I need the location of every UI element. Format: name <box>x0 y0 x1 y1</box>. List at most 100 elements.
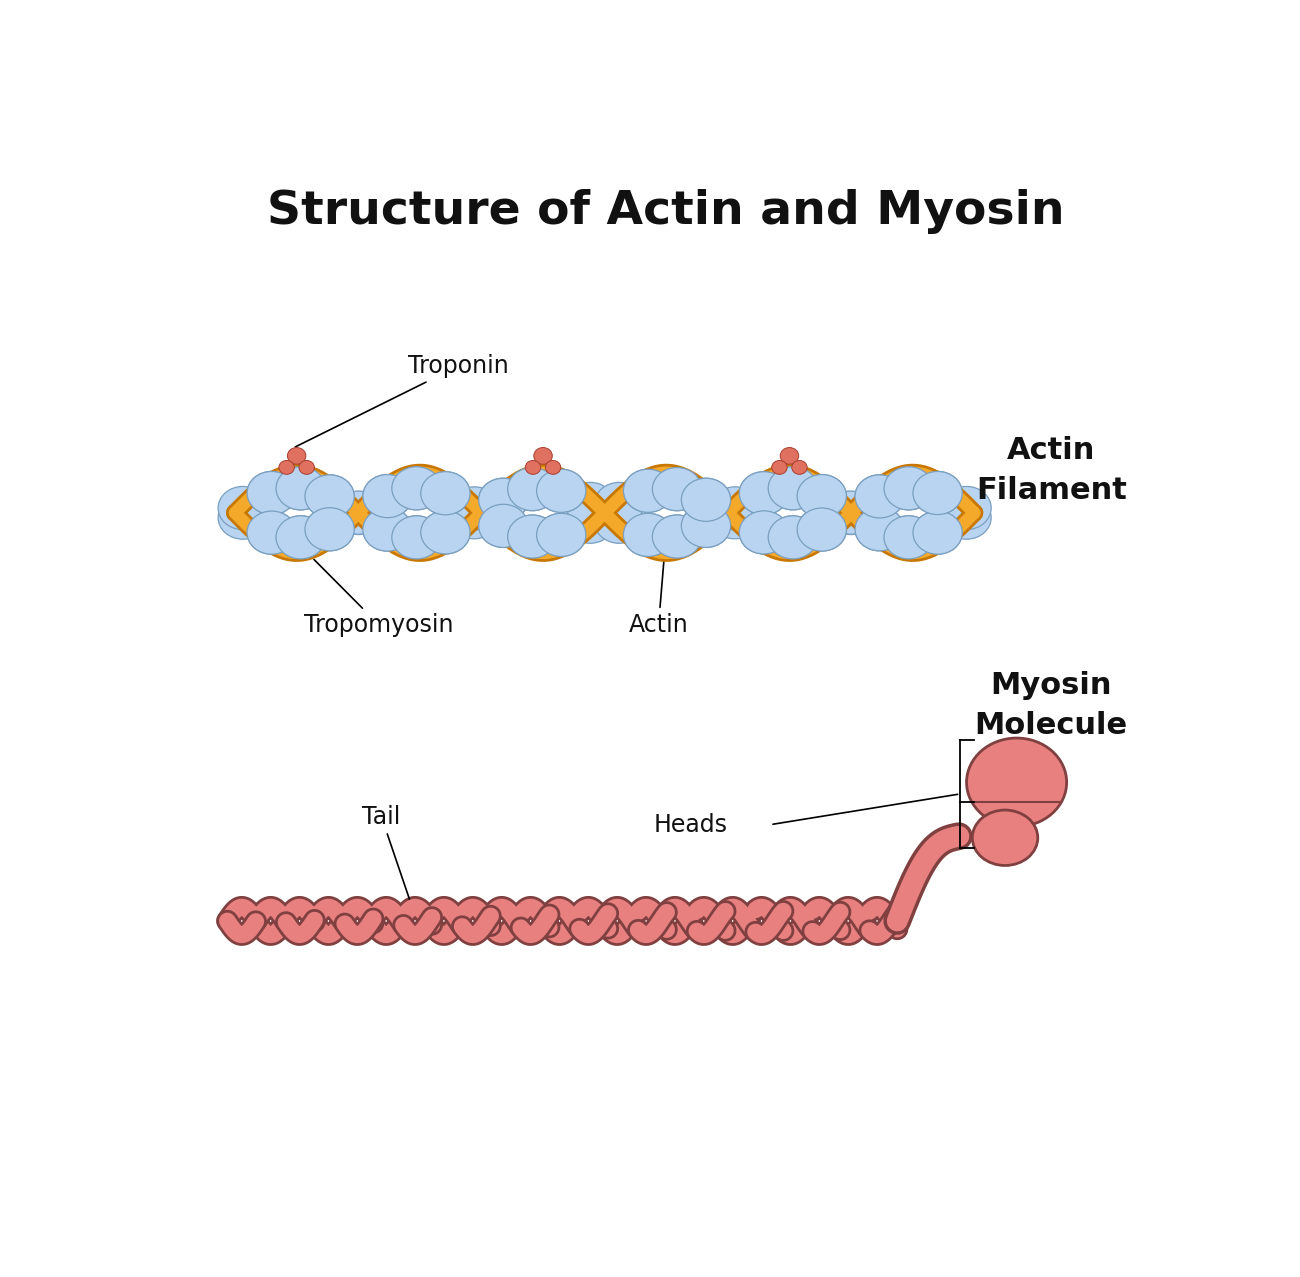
Ellipse shape <box>826 492 875 535</box>
Ellipse shape <box>740 511 789 554</box>
Ellipse shape <box>218 495 268 539</box>
Text: Myosin
Molecule: Myosin Molecule <box>975 670 1128 741</box>
Ellipse shape <box>276 516 325 559</box>
Ellipse shape <box>566 483 615 526</box>
Ellipse shape <box>855 475 905 518</box>
Ellipse shape <box>306 475 354 518</box>
Text: Structure of Actin and Myosin: Structure of Actin and Myosin <box>268 189 1065 235</box>
Ellipse shape <box>772 461 786 474</box>
Ellipse shape <box>276 516 325 559</box>
Ellipse shape <box>884 516 933 559</box>
Ellipse shape <box>681 504 731 548</box>
Ellipse shape <box>391 516 441 559</box>
Ellipse shape <box>913 511 962 554</box>
Ellipse shape <box>681 504 731 548</box>
Ellipse shape <box>710 495 759 539</box>
Ellipse shape <box>768 466 818 510</box>
Ellipse shape <box>507 515 556 558</box>
Ellipse shape <box>507 515 556 558</box>
Ellipse shape <box>913 471 962 515</box>
Ellipse shape <box>334 492 384 534</box>
Ellipse shape <box>537 469 586 512</box>
Ellipse shape <box>247 471 296 515</box>
Ellipse shape <box>624 513 672 557</box>
Ellipse shape <box>681 478 731 521</box>
Ellipse shape <box>525 461 541 474</box>
Ellipse shape <box>218 487 268 530</box>
Ellipse shape <box>681 478 731 521</box>
Ellipse shape <box>421 471 471 515</box>
Ellipse shape <box>913 511 962 554</box>
Ellipse shape <box>421 471 471 515</box>
Ellipse shape <box>797 508 846 552</box>
Ellipse shape <box>478 504 528 548</box>
Ellipse shape <box>740 471 789 515</box>
Text: Tail: Tail <box>363 805 411 904</box>
Ellipse shape <box>653 467 702 511</box>
Ellipse shape <box>780 447 798 464</box>
Ellipse shape <box>507 467 556 511</box>
Text: Tropomyosin: Tropomyosin <box>304 559 454 637</box>
Ellipse shape <box>942 487 991 530</box>
Ellipse shape <box>884 516 933 559</box>
Ellipse shape <box>884 467 933 510</box>
Text: Heads: Heads <box>654 812 728 836</box>
Ellipse shape <box>624 469 672 512</box>
Ellipse shape <box>797 475 846 517</box>
Ellipse shape <box>363 475 412 517</box>
Ellipse shape <box>363 508 412 552</box>
Ellipse shape <box>566 501 615 543</box>
Ellipse shape <box>740 471 789 515</box>
Ellipse shape <box>537 513 586 557</box>
Ellipse shape <box>624 469 672 512</box>
Ellipse shape <box>478 478 528 521</box>
Ellipse shape <box>247 471 296 515</box>
Ellipse shape <box>792 461 807 474</box>
Ellipse shape <box>363 508 412 552</box>
Ellipse shape <box>855 508 905 550</box>
Ellipse shape <box>280 461 294 474</box>
Ellipse shape <box>855 475 905 518</box>
Text: Actin: Actin <box>629 535 689 637</box>
Ellipse shape <box>740 511 789 554</box>
Ellipse shape <box>306 508 354 550</box>
Ellipse shape <box>768 516 818 559</box>
Ellipse shape <box>797 508 846 552</box>
Ellipse shape <box>478 504 528 548</box>
Ellipse shape <box>534 447 552 464</box>
Ellipse shape <box>710 487 759 530</box>
Ellipse shape <box>391 516 441 559</box>
Ellipse shape <box>276 467 325 510</box>
Ellipse shape <box>391 466 441 510</box>
Ellipse shape <box>967 738 1067 826</box>
Ellipse shape <box>421 511 471 554</box>
Ellipse shape <box>450 495 499 539</box>
Ellipse shape <box>507 467 556 511</box>
Ellipse shape <box>421 511 471 554</box>
Ellipse shape <box>247 511 296 554</box>
Ellipse shape <box>247 511 296 554</box>
Ellipse shape <box>653 515 702 558</box>
Ellipse shape <box>826 492 875 534</box>
Ellipse shape <box>478 478 528 521</box>
Ellipse shape <box>306 508 354 550</box>
Ellipse shape <box>450 487 499 530</box>
Ellipse shape <box>546 461 560 474</box>
Text: Actin
Filament: Actin Filament <box>976 435 1127 506</box>
Ellipse shape <box>797 475 846 517</box>
Ellipse shape <box>287 447 306 464</box>
Ellipse shape <box>768 466 818 510</box>
Ellipse shape <box>299 461 315 474</box>
Ellipse shape <box>884 467 933 510</box>
Ellipse shape <box>855 508 905 550</box>
Ellipse shape <box>653 515 702 558</box>
Ellipse shape <box>276 467 325 510</box>
Ellipse shape <box>363 475 412 517</box>
Ellipse shape <box>624 513 672 557</box>
Ellipse shape <box>972 810 1037 866</box>
Ellipse shape <box>594 501 644 543</box>
Ellipse shape <box>594 483 644 526</box>
Ellipse shape <box>768 516 818 559</box>
Ellipse shape <box>913 471 962 515</box>
Ellipse shape <box>334 492 384 535</box>
